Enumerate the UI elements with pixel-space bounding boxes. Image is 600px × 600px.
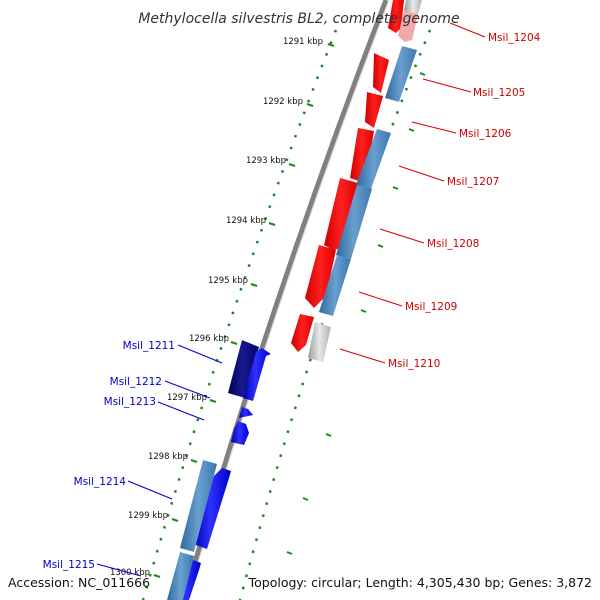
cds-feature[interactable] [350,128,374,183]
tick-label: 1296 kbp [189,334,229,344]
gene-feature[interactable] [398,11,418,42]
tick-label: 1294 kbp [226,216,266,226]
gene-feature[interactable] [385,46,417,102]
cds-feature[interactable] [239,407,253,418]
tick-label: 1299 kbp [128,511,168,521]
gene-labels: Msil_1204 Msil_1205 Msil_1206 Msil_1207 … [43,32,541,571]
map-title: Methylocella silvestris BL2, complete ge… [138,11,459,27]
gene-label-msil-1211[interactable]: Msil_1211 [123,340,175,352]
tick-label: 1297 kbp [167,393,207,403]
cds-feature[interactable] [231,421,249,445]
cds-feature[interactable] [305,245,336,308]
gene-feature[interactable] [356,129,391,189]
leader-line [398,165,445,182]
gene-label-msil-1212[interactable]: Msil_1212 [110,376,162,388]
cds-feature[interactable] [388,0,404,33]
cds-feature[interactable] [373,53,389,93]
leader-line [449,22,486,38]
leader-line [164,380,211,399]
accession-label: Accession: NC_011666 [8,575,150,590]
gene-label-msil-1210[interactable]: Msil_1210 [388,358,440,370]
reverse-cds-track [291,0,404,352]
label-leaders [96,22,486,577]
gene-label-msil-1208[interactable]: Msil_1208 [427,238,479,250]
tick-ring-inner [141,29,338,600]
leader-line [379,228,425,244]
tick-label: 1292 kbp [263,97,303,107]
leader-line [177,344,223,364]
gene-label-msil-1206[interactable]: Msil_1206 [459,128,512,140]
gene-label-msil-1207[interactable]: Msil_1207 [447,176,499,188]
leader-line [411,121,457,134]
cds-feature[interactable] [193,468,231,549]
cds-feature[interactable] [243,348,271,401]
gene-label-msil-1209[interactable]: Msil_1209 [405,301,457,313]
outer-tick-marks [286,72,426,555]
leader-line [127,480,173,500]
gene-label-msil-1214[interactable]: Msil_1214 [74,476,127,488]
tick-label: 1295 kbp [208,276,248,286]
outer-gene-track [308,0,422,362]
topology-label: Topology: circular; Length: 4,305,430 bp… [248,575,592,590]
tick-label: 1293 kbp [246,156,286,166]
major-tick-marks [153,42,335,579]
cds-feature[interactable] [365,92,383,128]
gene-feature[interactable] [336,185,372,259]
cds-feature[interactable] [291,314,314,352]
leader-line [96,563,142,577]
leader-line [339,348,386,364]
gene-feature[interactable] [404,0,422,14]
gene-label-msil-1204[interactable]: Msil_1204 [488,32,541,44]
tick-ring-outer [238,29,432,600]
leader-line [157,401,205,421]
gene-feature[interactable] [167,552,194,600]
gene-label-msil-1215[interactable]: Msil_1215 [43,559,95,571]
leader-line [358,291,403,307]
inner-gene-track [167,460,217,600]
gene-label-msil-1213[interactable]: Msil_1213 [104,396,156,408]
gene-feature[interactable] [180,460,217,552]
tick-label: 1298 kbp [148,452,188,462]
gene-feature[interactable] [308,322,331,362]
gene-label-msil-1205[interactable]: Msil_1205 [473,87,525,99]
leader-line [422,78,472,93]
gene-feature[interactable] [319,255,351,316]
cds-feature[interactable] [228,340,259,398]
tick-label: 1291 kbp [283,37,323,47]
